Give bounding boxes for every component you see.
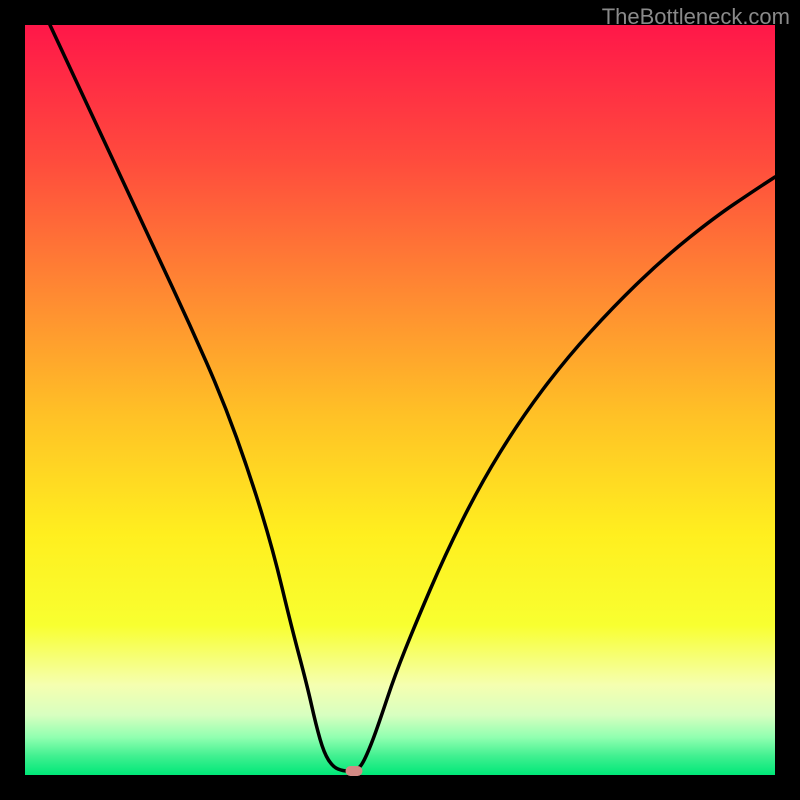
minimum-marker <box>346 766 363 776</box>
curve-layer <box>0 0 800 800</box>
chart-canvas: TheBottleneck.com <box>0 0 800 800</box>
bottleneck-curve <box>50 25 775 771</box>
